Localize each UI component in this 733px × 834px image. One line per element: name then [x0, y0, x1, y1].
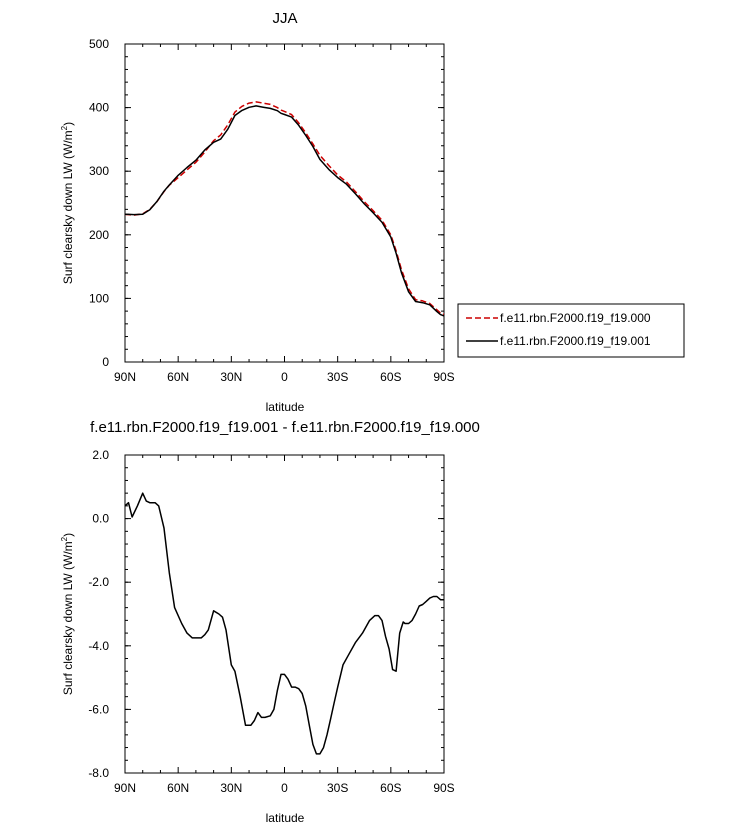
bottom-y-tick-label: -4.0 [88, 639, 109, 653]
top-axes: 90N 60N 30N 0 30S 60S 90S 0 100 200 300 400 500 [89, 37, 455, 384]
legend: f.e11.rbn.F2000.f19_f19.000 f.e11.rbn.F2… [457, 303, 685, 358]
top-y-axis-label-main: Surf clearsky down LW (W/m [61, 130, 75, 284]
legend-label-series-0: f.e11.rbn.F2000.f19_f19.000 [500, 311, 651, 325]
top-y-axis-label-sup: 2 [60, 125, 69, 130]
bottom-y-axis-label: Surf clearsky down LW (W/m2) [60, 533, 75, 695]
bottom-x-tick-label: 0 [281, 781, 288, 795]
top-y-tick-label: 500 [89, 37, 109, 51]
bottom-y-axis-label-sup: 2 [60, 536, 69, 541]
top-y-tick-label: 400 [89, 101, 109, 115]
bottom-x-tick-label: 60S [380, 781, 401, 795]
top-y-axis-label: Surf clearsky down LW (W/m2) [60, 122, 75, 284]
top-panel: JJA 90N 60N 30N 0 30S 60S 90S0100200300400500 … [60, 10, 685, 414]
bottom-series-lines [124, 492, 444, 755]
bottom-x-tick-label: 60N [167, 781, 189, 795]
top-x-tick-label: 30N [220, 370, 242, 384]
top-series-line-0 [124, 101, 445, 316]
bottom-chart-title: f.e11.rbn.F2000.f19_f19.001 - f.e11.rbn.… [90, 419, 480, 436]
bottom-plot-frame [124, 454, 445, 774]
top-x-axis-label: latitude [266, 400, 305, 414]
bottom-y-axis-label-close: ) [61, 533, 75, 537]
bottom-y-tick-label: -2.0 [88, 575, 109, 589]
bottom-axes: 90N 60N 30N 0 30S 60S 90S -8.0 -6.0 -4.0 -2.0 0.0 2.… [88, 448, 454, 795]
top-plot-frame [124, 43, 445, 363]
bottom-x-tick-label: 90N [114, 781, 136, 795]
top-series-lines [124, 101, 445, 317]
bottom-y-tick-label: -8.0 [88, 766, 109, 780]
top-series-line-1 [124, 105, 445, 317]
top-chart-title: JJA [272, 10, 297, 27]
legend-label-series-1: f.e11.rbn.F2000.f19_f19.001 [500, 334, 651, 348]
bottom-panel: f.e11.rbn.F2000.f19_f19.001 - f.e11.rbn.… [60, 419, 480, 825]
top-y-tick-label: 200 [89, 228, 109, 242]
top-x-tick-label: 0 [281, 370, 288, 384]
top-x-tick-label: 90N [114, 370, 136, 384]
top-x-tick-label: 30S [327, 370, 348, 384]
bottom-x-tick-label: 30N [220, 781, 242, 795]
bottom-y-axis-label-main: Surf clearsky down LW (W/m [61, 541, 75, 695]
bottom-y-tick-label: 0.0 [92, 512, 109, 526]
top-x-tick-label: 90S [433, 370, 454, 384]
top-y-tick-label: 0 [102, 355, 109, 369]
top-x-tick-label: 60N [167, 370, 189, 384]
bottom-y-tick-label: 2.0 [92, 448, 109, 462]
top-y-axis-label-close: ) [61, 122, 75, 126]
legend-box [457, 303, 685, 358]
top-y-tick-label: 300 [89, 164, 109, 178]
top-x-tick-label: 60S [380, 370, 401, 384]
bottom-x-tick-label: 90S [433, 781, 454, 795]
bottom-x-tick-label: 30S [327, 781, 348, 795]
bottom-y-tick-label: -6.0 [88, 702, 109, 716]
bottom-series-line-0 [124, 492, 444, 755]
bottom-x-axis-label: latitude [266, 811, 305, 825]
top-y-tick-label: 100 [89, 291, 109, 305]
